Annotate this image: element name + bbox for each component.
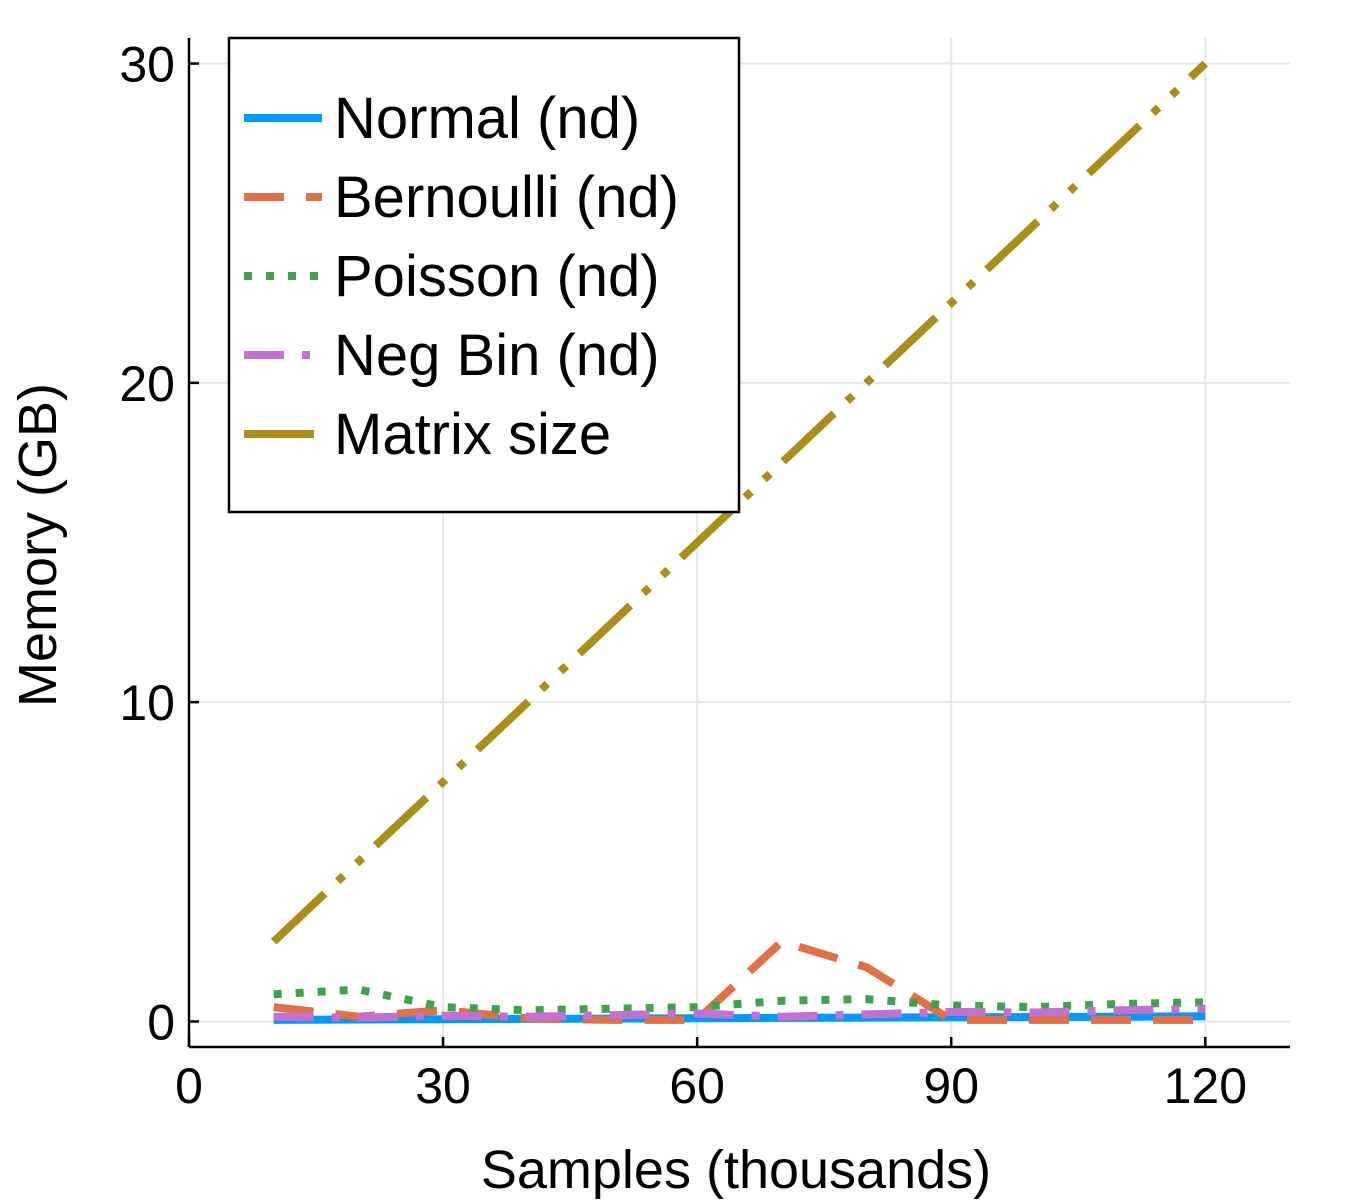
legend-label: Bernoulli (nd) — [334, 165, 679, 230]
x-tick-label: 120 — [1164, 1058, 1247, 1114]
legend-label: Neg Bin (nd) — [334, 323, 660, 388]
y-axis-label: Memory (GB) — [8, 383, 68, 707]
series-line-1 — [273, 937, 1206, 1024]
y-tick-label: 30 — [119, 37, 175, 93]
x-tick-label: 60 — [669, 1058, 725, 1114]
legend: Normal (nd) Bernoulli (nd) Poisson (nd) Neg… — [227, 36, 741, 514]
series-line-3 — [273, 1004, 1206, 1022]
tick-labels: 0 30 60 90 120 0 10 20 30 — [119, 37, 1247, 1114]
x-axis-label: Samples (thousands) — [481, 1140, 991, 1200]
axes — [187, 38, 1290, 1049]
x-tick-label: 0 — [175, 1058, 203, 1114]
legend-label: Poisson (nd) — [334, 244, 660, 309]
legend-label: Normal (nd) — [334, 86, 640, 151]
y-tick-label: 10 — [119, 675, 175, 731]
series-line-2 — [273, 985, 1206, 1015]
x-tick-label: 90 — [923, 1058, 979, 1114]
y-tick-label: 20 — [119, 356, 175, 412]
legend-label: Matrix size — [334, 402, 611, 467]
y-tick-label: 0 — [147, 994, 175, 1050]
series-layer — [270, 60, 1209, 1024]
x-tick-label: 30 — [415, 1058, 471, 1114]
